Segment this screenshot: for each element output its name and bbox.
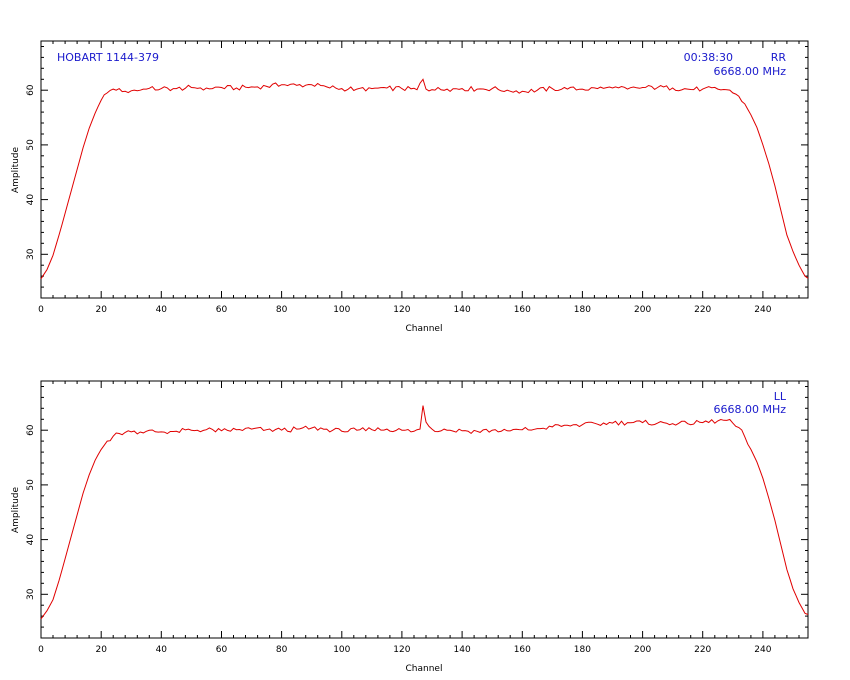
rr-time-label: 00:38:30 bbox=[684, 51, 733, 64]
ll-y-tick-label: 50 bbox=[26, 479, 36, 491]
rr-frequency-label: 6668.00 MHz bbox=[713, 65, 786, 78]
ll-x-tick-label: 180 bbox=[574, 645, 591, 655]
rr-amplitude-trace bbox=[40, 78, 809, 280]
rr-axis-ticks bbox=[40, 41, 808, 299]
source-name-label: HOBART 1144-379 bbox=[57, 51, 159, 64]
ll-axis-ticks bbox=[40, 381, 808, 639]
ll-x-tick-label: 240 bbox=[754, 645, 771, 655]
rr-x-tick-label: 240 bbox=[754, 305, 771, 315]
ll-x-tick-label: 220 bbox=[694, 645, 711, 655]
rr-plot-frame bbox=[40, 40, 809, 299]
ll-x-tick-label: 40 bbox=[156, 645, 168, 655]
ll-polarization-label: LL bbox=[774, 390, 787, 403]
ll-x-tick-label: 60 bbox=[216, 645, 228, 655]
ll-plot-frame bbox=[40, 380, 809, 639]
ll-x-tick-label: 20 bbox=[95, 645, 107, 655]
ll-x-axis-title: Channel bbox=[406, 664, 443, 674]
rr-x-tick-label: 140 bbox=[454, 305, 471, 315]
rr-x-tick-label: 40 bbox=[156, 305, 168, 315]
ll-frequency-label: 6668.00 MHz bbox=[713, 403, 786, 416]
rr-spectrum-panel: 0 20 40 60 80 100 120 140 160 180 200 220 240 30 40 50… bbox=[11, 40, 809, 334]
rr-polarization-label: RR bbox=[771, 51, 787, 64]
ll-y-tick-label: 40 bbox=[26, 534, 36, 546]
rr-y-tick-label: 50 bbox=[26, 139, 36, 151]
rr-x-tick-label: 200 bbox=[634, 305, 651, 315]
rr-x-tick-label: 220 bbox=[694, 305, 711, 315]
ll-x-tick-label: 160 bbox=[514, 645, 531, 655]
ll-y-tick-label: 30 bbox=[26, 588, 36, 600]
rr-x-tick-label: 100 bbox=[333, 305, 350, 315]
ll-x-tick-label: 100 bbox=[333, 645, 350, 655]
ll-x-tick-labels: 0 20 40 60 80 100 120 140 160 180 200 220 240 bbox=[38, 645, 772, 655]
ll-x-tick-label: 80 bbox=[276, 645, 288, 655]
rr-x-tick-label: 60 bbox=[216, 305, 228, 315]
ll-amplitude-trace bbox=[40, 405, 809, 620]
ll-x-tick-label: 200 bbox=[634, 645, 651, 655]
rr-y-tick-label: 30 bbox=[26, 248, 36, 260]
rr-y-tick-label: 60 bbox=[26, 84, 36, 96]
rr-x-tick-labels: 0 20 40 60 80 100 120 140 160 180 200 220 240 bbox=[38, 305, 772, 315]
ll-y-tick-label: 60 bbox=[26, 424, 36, 436]
rr-x-axis-title: Channel bbox=[406, 324, 443, 334]
rr-x-tick-label: 80 bbox=[276, 305, 288, 315]
rr-x-tick-label: 120 bbox=[393, 305, 410, 315]
rr-x-tick-label: 160 bbox=[514, 305, 531, 315]
rr-y-tick-label: 40 bbox=[26, 194, 36, 206]
rr-x-tick-label: 0 bbox=[38, 305, 44, 315]
ll-y-axis-title: Amplitude bbox=[11, 486, 21, 533]
ll-spectrum-panel: 0 20 40 60 80 100 120 140 160 180 200 220 240 30 40 50… bbox=[11, 380, 809, 674]
ll-x-tick-label: 0 bbox=[38, 645, 44, 655]
rr-y-tick-labels: 30 40 50 60 bbox=[26, 84, 36, 260]
ll-y-tick-labels: 30 40 50 60 bbox=[26, 424, 36, 600]
rr-x-tick-label: 180 bbox=[574, 305, 591, 315]
rr-y-axis-title: Amplitude bbox=[11, 146, 21, 193]
rr-x-tick-label: 20 bbox=[95, 305, 107, 315]
ll-x-tick-label: 120 bbox=[393, 645, 410, 655]
ll-x-tick-label: 140 bbox=[454, 645, 471, 655]
